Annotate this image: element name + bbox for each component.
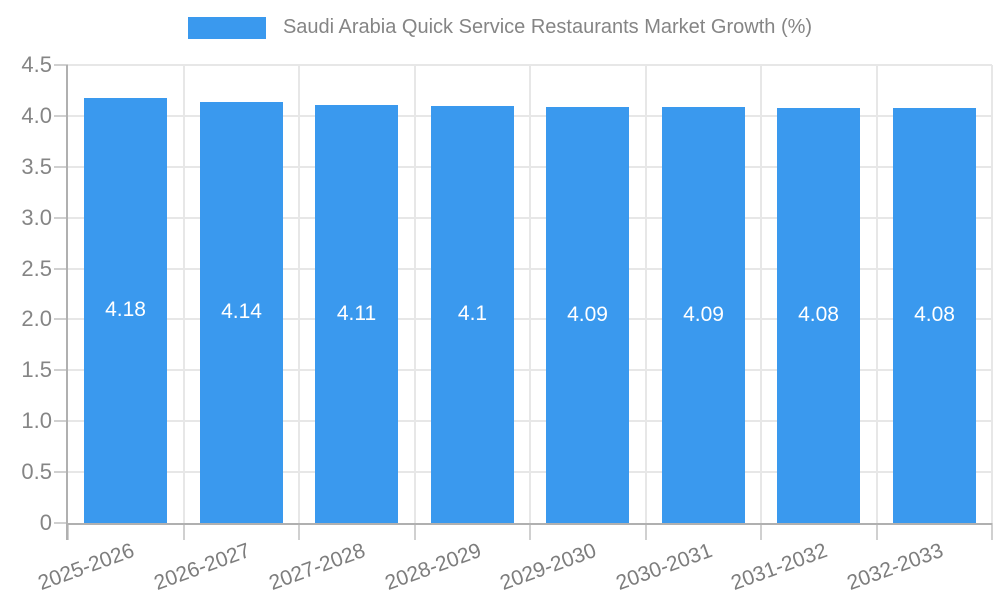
x-gridline <box>298 65 300 523</box>
bar <box>893 107 976 523</box>
y-tick-mark <box>54 471 68 474</box>
y-axis-tick-label: 0 <box>39 510 52 535</box>
bar-value-label: 4.18 <box>105 298 146 321</box>
bar <box>200 101 283 523</box>
x-tick-mark <box>413 523 416 540</box>
bar-value-label: 4.09 <box>683 303 724 326</box>
x-gridline <box>644 65 647 523</box>
y-tick-mark <box>54 522 68 524</box>
y-tick-mark <box>54 64 68 66</box>
x-axis-tick-label: 2027-2028 <box>266 539 369 595</box>
x-axis-tick-label: 2031-2032 <box>728 539 831 595</box>
x-gridline <box>182 65 185 523</box>
bar <box>84 97 167 523</box>
x-tick-mark <box>298 523 300 540</box>
y-axis-line <box>66 65 68 540</box>
y-tick-mark <box>54 267 68 270</box>
bar-value-label: 4.09 <box>567 303 608 326</box>
x-gridline <box>529 65 531 523</box>
x-tick-mark <box>760 523 762 540</box>
bar <box>315 104 398 523</box>
x-axis-tick-label: 2025-2026 <box>35 539 138 595</box>
bar <box>777 107 860 523</box>
y-axis-tick-label: 4.0 <box>21 102 52 128</box>
y-axis-tick-label: 3.5 <box>21 153 52 179</box>
legend-label: Saudi Arabia Quick Service Restaurants M… <box>282 16 813 38</box>
legend-swatch <box>187 16 266 39</box>
x-tick-mark <box>875 523 878 540</box>
y-axis-tick-label: 1.0 <box>21 408 52 434</box>
bar-value-label: 4.08 <box>798 303 839 326</box>
x-gridline <box>991 65 993 523</box>
y-axis-tick-label: 4.5 <box>21 52 52 77</box>
y-axis-tick-label: 3.0 <box>21 204 52 230</box>
x-axis-tick-label: 2030-2031 <box>612 539 716 595</box>
bar <box>431 105 514 523</box>
bar-value-label: 4.08 <box>914 303 955 326</box>
y-axis-tick-label: 2.0 <box>21 306 52 332</box>
x-tick-mark <box>991 523 993 540</box>
bar-value-label: 4.14 <box>221 300 262 323</box>
bar-value-label: 4.1 <box>457 302 488 325</box>
x-axis-tick-label: 2032-2033 <box>843 539 947 595</box>
y-tick-mark <box>54 165 68 168</box>
y-tick-mark <box>54 369 68 372</box>
y-tick-mark <box>54 318 68 321</box>
bar <box>662 106 745 523</box>
chart-legend: Saudi Arabia Quick Service Restaurants M… <box>0 16 1000 39</box>
y-axis-tick-label: 2.5 <box>21 255 52 281</box>
x-axis-tick-label: 2028-2029 <box>381 539 485 595</box>
x-axis-line <box>66 523 992 525</box>
x-tick-mark <box>529 523 531 540</box>
y-tick-mark <box>54 114 68 117</box>
y-axis-tick-label: 1.5 <box>21 357 52 383</box>
x-gridline <box>413 65 416 523</box>
bar <box>546 106 629 523</box>
x-axis-tick-label: 2026-2027 <box>150 539 254 595</box>
x-gridline <box>760 65 762 523</box>
x-gridline <box>875 65 878 523</box>
y-tick-mark <box>54 216 68 219</box>
plot-area: 0 0.5 1.0 1.5 2.0 2.5 3.0 3.5 4.0 4.5 4.18 4.14 4.11… <box>21 52 993 595</box>
bar-value-label: 4.11 <box>336 302 377 325</box>
y-tick-mark <box>54 420 68 423</box>
y-axis-tick-label: 0.5 <box>21 459 52 485</box>
x-tick-mark <box>67 523 69 540</box>
x-tick-mark <box>644 523 647 540</box>
x-axis-tick-label: 2029-2030 <box>497 539 600 595</box>
x-tick-mark <box>182 523 185 540</box>
